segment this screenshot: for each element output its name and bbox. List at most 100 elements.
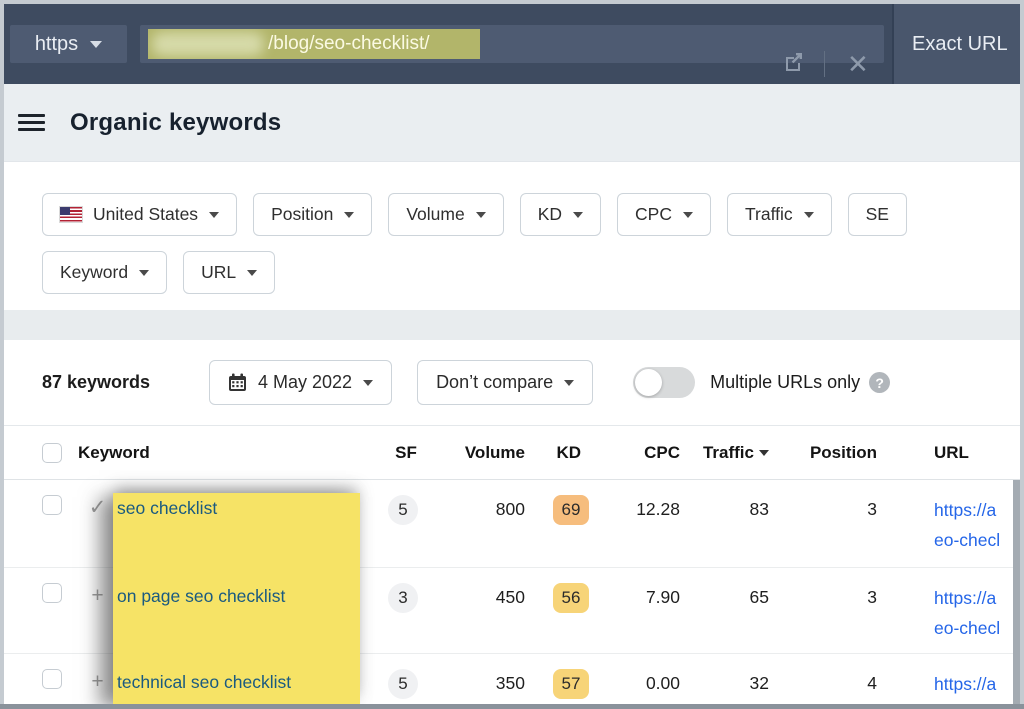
filter-label: Volume bbox=[406, 204, 465, 224]
us-flag-icon bbox=[60, 207, 82, 222]
row-checkbox[interactable] bbox=[42, 583, 62, 603]
volume-value: 350 bbox=[495, 673, 525, 693]
sf-badge: 5 bbox=[388, 669, 418, 699]
date-picker-button[interactable]: 4 May 2022 bbox=[209, 360, 393, 405]
filter-keyword[interactable]: Keyword bbox=[42, 251, 168, 294]
col-header-volume[interactable]: Volume bbox=[464, 442, 525, 462]
result-url-link[interactable]: eo-checl bbox=[934, 530, 1001, 550]
filter-url[interactable]: URL bbox=[183, 251, 276, 294]
protocol-dropdown[interactable]: https bbox=[10, 25, 127, 63]
plus-icon[interactable]: + bbox=[91, 584, 104, 607]
app-window: https /blog/seo-checklist/ ✕ Exact URL O… bbox=[4, 4, 1020, 704]
chevron-down-icon bbox=[475, 211, 486, 218]
keyword-link[interactable]: technical seo checklist bbox=[117, 672, 292, 692]
filter-label: CPC bbox=[635, 204, 672, 224]
scrollbar-track[interactable] bbox=[1013, 480, 1020, 704]
chevron-down-icon bbox=[209, 211, 220, 218]
result-url-link[interactable]: https://a bbox=[934, 500, 997, 520]
cpc-value: 12.28 bbox=[636, 499, 680, 519]
chevron-down-icon bbox=[90, 40, 103, 48]
url-input[interactable]: /blog/seo-checklist/ ✕ bbox=[140, 25, 884, 79]
traffic-value: 65 bbox=[749, 587, 769, 607]
keyword-highlight-annotation bbox=[113, 493, 360, 704]
cpc-value: 0.00 bbox=[645, 673, 680, 693]
filter-label: Position bbox=[271, 204, 334, 224]
filter-label: Traffic bbox=[744, 204, 793, 224]
chevron-down-icon bbox=[573, 211, 584, 218]
topbar-divider bbox=[824, 51, 825, 77]
sf-badge: 3 bbox=[388, 583, 418, 613]
keyword-link[interactable]: on page seo checklist bbox=[117, 586, 286, 606]
exact-url-mode[interactable]: Exact URL bbox=[892, 4, 1020, 84]
traffic-value: 83 bbox=[749, 499, 769, 519]
help-icon[interactable]: ? bbox=[869, 372, 891, 393]
table-row: ✓ seo checklist 5 800 69 12.28 83 3 http… bbox=[4, 480, 1020, 567]
protocol-label: https bbox=[34, 32, 79, 55]
col-header-kd[interactable]: KD bbox=[556, 442, 581, 462]
filter-label: KD bbox=[537, 204, 563, 224]
chevron-down-icon bbox=[682, 211, 693, 218]
chevron-down-icon bbox=[803, 211, 814, 218]
keyword-count: 87 keywords bbox=[42, 372, 151, 392]
filter-label: United States bbox=[93, 204, 199, 224]
filter-traffic[interactable]: Traffic bbox=[726, 193, 832, 236]
table-row: + technical seo checklist 5 350 57 0.00 … bbox=[4, 653, 1020, 704]
chevron-down-icon bbox=[363, 379, 374, 386]
toggle-knob bbox=[635, 369, 663, 396]
col-header-url[interactable]: URL bbox=[934, 442, 969, 462]
col-header-traffic[interactable]: Traffic bbox=[680, 443, 769, 463]
volume-value: 450 bbox=[495, 587, 525, 607]
result-url-link[interactable]: eo-checl bbox=[934, 618, 1001, 638]
chevron-down-icon bbox=[564, 379, 575, 386]
row-checkbox[interactable] bbox=[42, 495, 62, 515]
multiple-urls-toggle[interactable] bbox=[633, 367, 696, 398]
table-row: + on page seo checklist 3 450 56 7.90 65… bbox=[4, 567, 1020, 653]
keyword-link[interactable]: seo checklist bbox=[117, 498, 218, 518]
check-icon[interactable]: ✓ bbox=[88, 496, 107, 519]
menu-icon[interactable] bbox=[18, 110, 45, 135]
sort-desc-icon bbox=[759, 449, 769, 456]
row-checkbox[interactable] bbox=[42, 669, 62, 689]
table-toolbar: 87 keywords 4 May 2022 Don’t compare Mul… bbox=[4, 340, 1020, 426]
close-icon[interactable]: ✕ bbox=[847, 49, 869, 79]
filter-cpc[interactable]: CPC bbox=[617, 193, 711, 236]
filter-row-2: Keyword URL bbox=[42, 251, 1020, 294]
filter-row-1: United States Position Volume KD CPC Tra… bbox=[42, 193, 1020, 236]
chevron-down-icon bbox=[344, 211, 355, 218]
position-value: 3 bbox=[867, 499, 877, 519]
calendar-icon bbox=[229, 373, 246, 391]
select-all-checkbox[interactable] bbox=[42, 442, 62, 463]
table-header-row: Keyword SF Volume KD CPC Traffic Positio… bbox=[4, 426, 1020, 480]
col-header-cpc[interactable]: CPC bbox=[644, 442, 680, 462]
url-highlight: /blog/seo-checklist/ bbox=[148, 29, 480, 59]
col-header-keyword[interactable]: Keyword bbox=[78, 442, 150, 462]
compare-dropdown[interactable]: Don’t compare bbox=[417, 360, 594, 405]
traffic-value: 32 bbox=[749, 673, 769, 693]
blurred-domain bbox=[152, 32, 264, 56]
chevron-down-icon bbox=[247, 269, 258, 276]
cpc-value: 7.90 bbox=[645, 587, 680, 607]
external-link-icon[interactable] bbox=[783, 50, 805, 72]
result-url-link[interactable]: https://a bbox=[934, 588, 997, 608]
filter-serp[interactable]: SE bbox=[847, 193, 907, 236]
sf-badge: 5 bbox=[388, 495, 418, 525]
filter-country[interactable]: United States bbox=[42, 193, 238, 236]
kd-badge: 69 bbox=[553, 495, 589, 525]
col-header-sf[interactable]: SF bbox=[395, 442, 417, 462]
page-header: Organic keywords bbox=[4, 84, 1020, 162]
filter-volume[interactable]: Volume bbox=[388, 193, 504, 236]
plus-icon[interactable]: + bbox=[91, 670, 104, 693]
filter-label: URL bbox=[201, 262, 237, 282]
volume-value: 800 bbox=[495, 499, 525, 519]
compare-label: Don’t compare bbox=[436, 372, 554, 392]
filter-kd[interactable]: KD bbox=[519, 193, 602, 236]
traffic-header-label: Traffic bbox=[702, 442, 754, 462]
position-value: 4 bbox=[867, 673, 877, 693]
result-url-link[interactable]: https://a bbox=[934, 674, 997, 694]
url-topbar: https /blog/seo-checklist/ ✕ Exact URL bbox=[4, 4, 1020, 84]
col-header-position[interactable]: Position bbox=[809, 442, 877, 462]
filter-position[interactable]: Position bbox=[253, 193, 373, 236]
kd-badge: 56 bbox=[553, 583, 589, 613]
filter-label: Keyword bbox=[60, 262, 129, 282]
url-path-text: /blog/seo-checklist/ bbox=[268, 33, 430, 54]
